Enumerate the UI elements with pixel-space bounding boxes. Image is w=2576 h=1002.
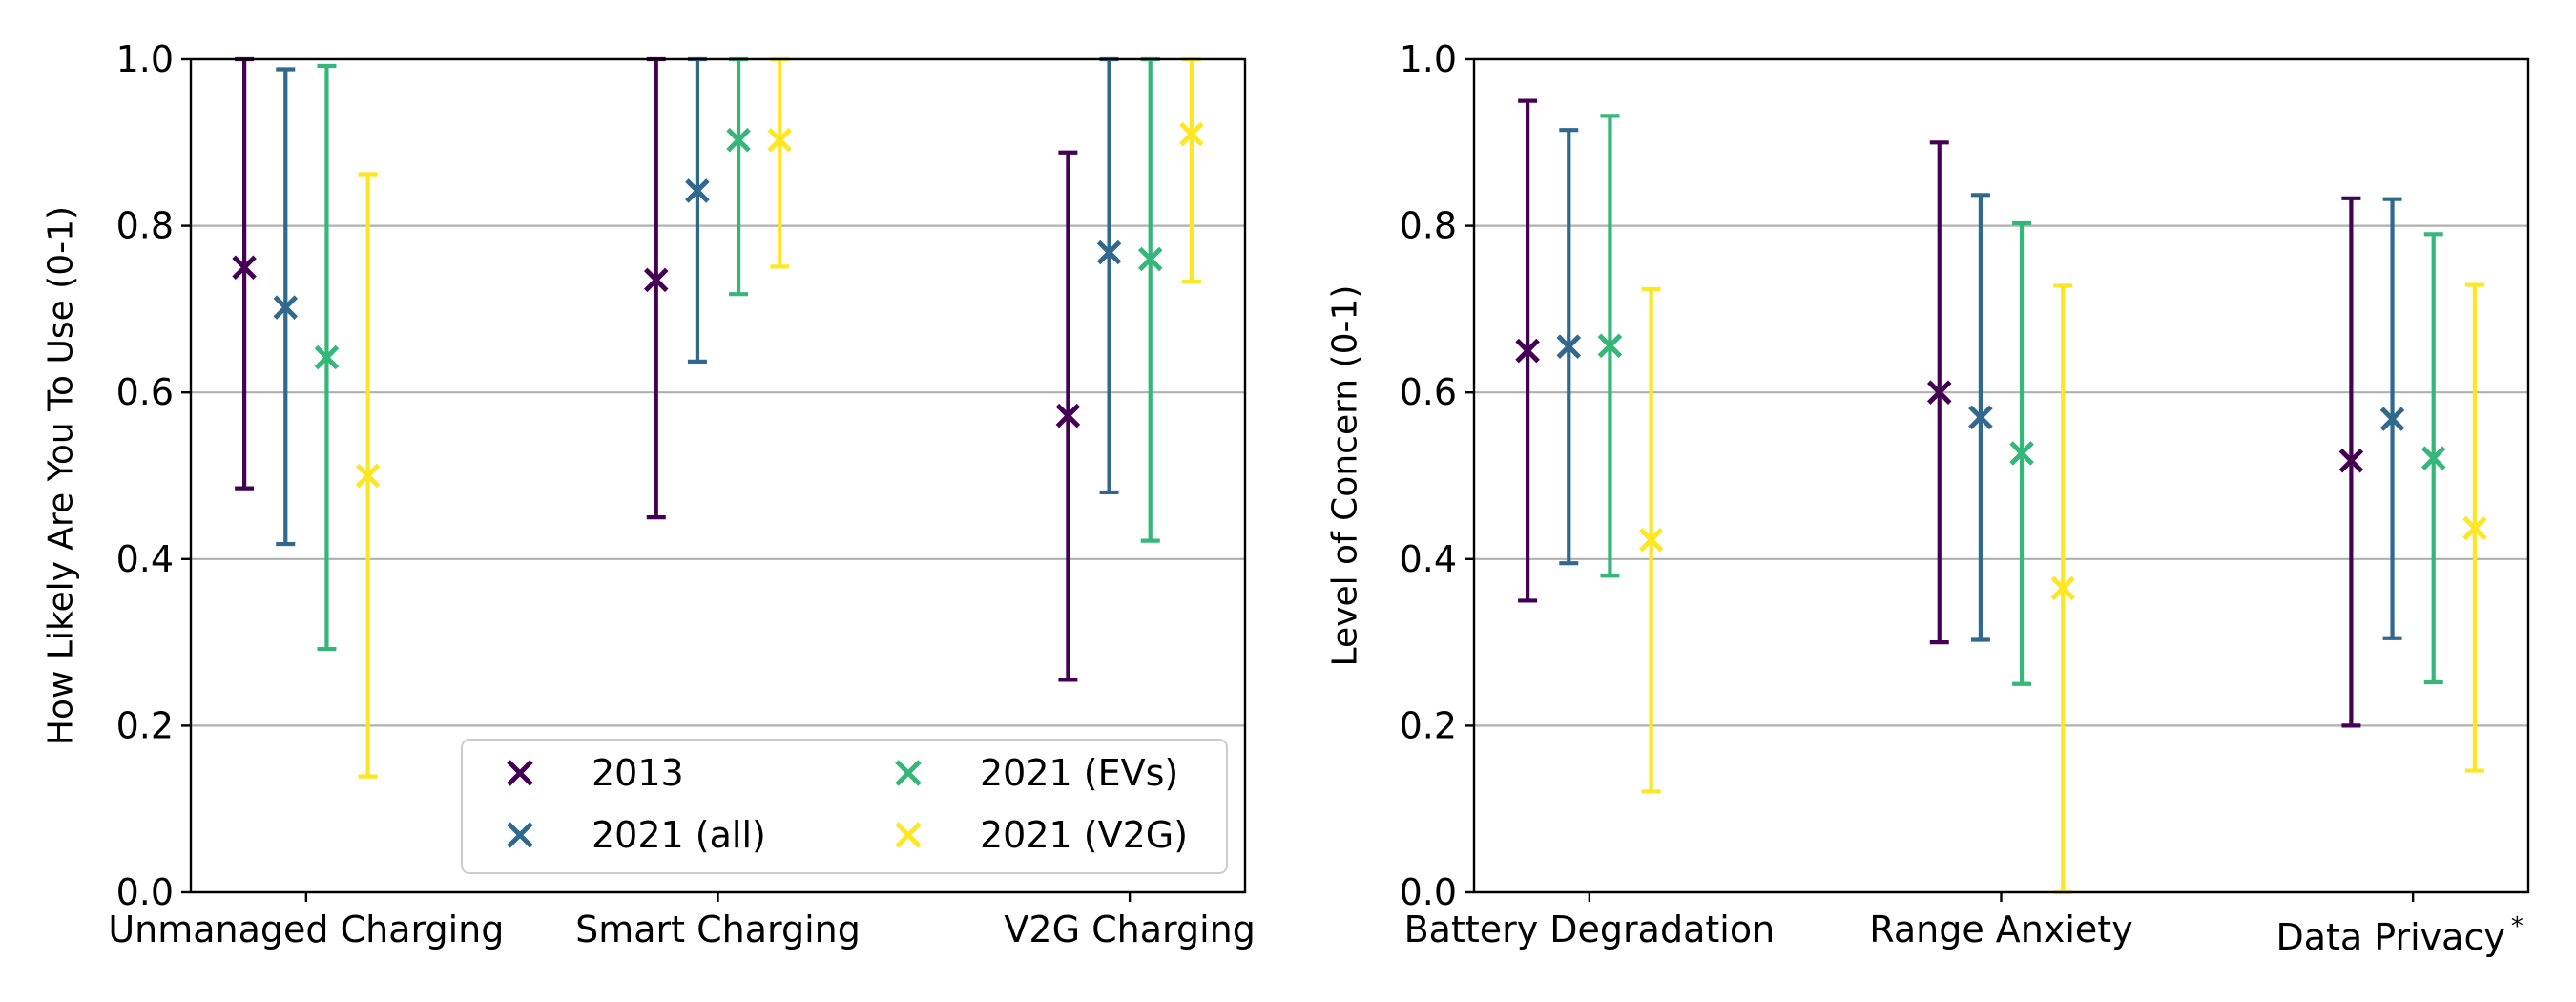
x-tick-label-v2g-charging: V2G Charging bbox=[1004, 908, 1255, 950]
axes-frame bbox=[1472, 57, 2530, 894]
point-2021-evs-battery-degradation bbox=[1597, 333, 1623, 359]
legend-box bbox=[461, 739, 1228, 874]
point-2021-v2g-v2g-charging bbox=[1179, 121, 1204, 147]
x-tick-label-range-anxiety: Range Anxiety bbox=[1869, 908, 2132, 950]
point-2021-evs-unmanaged-charging bbox=[314, 344, 340, 370]
y-tick-label: 0.2 bbox=[116, 704, 174, 746]
y-tick-label: 0.0 bbox=[1400, 871, 1457, 913]
x-tick-label-battery-degradation: Battery Degradation bbox=[1404, 908, 1776, 950]
point-2021-v2g-battery-degradation bbox=[1638, 527, 1664, 553]
y-tick-label: 0.6 bbox=[116, 371, 174, 413]
point-2021-all-smart-charging bbox=[685, 178, 710, 203]
legend: 2013 2021 (all) 2021 (EVs) 2021 (V2G) bbox=[461, 739, 1228, 874]
legend-label-2013: 2013 bbox=[592, 752, 684, 794]
point-2013-battery-degradation bbox=[1515, 338, 1540, 364]
panel-likelihood: 0.0 0.2 0.4 0.6 0.8 1.0 Unmanaged Charging Smar… bbox=[42, 38, 1256, 950]
point-2021-v2g-smart-charging bbox=[767, 127, 793, 153]
y-tick-label: 0.0 bbox=[116, 871, 174, 913]
legend-label-2021-all: 2021 (all) bbox=[592, 814, 766, 856]
legend-marker-2021-all bbox=[507, 822, 533, 848]
point-2021-evs-v2g-charging bbox=[1137, 246, 1163, 272]
legend-marker-2013 bbox=[507, 760, 533, 786]
x-tick-label-smart-charging: Smart Charging bbox=[575, 908, 861, 950]
y-tick-label: 0.6 bbox=[1400, 371, 1457, 413]
y-tick-label: 1.0 bbox=[1400, 38, 1457, 80]
point-2013-data-privacy bbox=[2338, 449, 2364, 473]
point-2021-all-unmanaged-charging bbox=[273, 295, 299, 320]
point-2021-all-range-anxiety bbox=[1968, 405, 1993, 430]
y-axis-label: How Likely Are You To Use (0-1) bbox=[42, 206, 81, 745]
legend-marker-2021-v2g bbox=[895, 822, 922, 848]
x-tick-label-unmanaged-charging: Unmanaged Charging bbox=[108, 908, 504, 950]
y-tick-label: 1.0 bbox=[116, 38, 174, 80]
panel-concern: 0.0 0.2 0.4 0.6 0.8 1.0 Battery Degradation Ran… bbox=[1326, 38, 2530, 958]
y-tick-label: 0.2 bbox=[1400, 704, 1457, 746]
y-axis-label: Level of Concern (0-1) bbox=[1326, 285, 1365, 667]
legend-label-2021-evs: 2021 (EVs) bbox=[980, 752, 1178, 794]
point-2021-evs-smart-charging bbox=[726, 127, 751, 153]
y-tick-label: 0.8 bbox=[1400, 205, 1457, 247]
y-tick-label: 0.4 bbox=[116, 538, 174, 580]
point-2021-all-v2g-charging bbox=[1096, 240, 1122, 265]
point-2021-all-battery-degradation bbox=[1556, 334, 1582, 359]
y-tick-label: 0.8 bbox=[116, 205, 174, 247]
point-2021-evs-data-privacy bbox=[2420, 446, 2446, 470]
point-2021-all-data-privacy bbox=[2379, 407, 2405, 431]
point-2013-range-anxiety bbox=[1926, 380, 1952, 405]
point-2013-smart-charging bbox=[643, 267, 669, 293]
point-2021-v2g-data-privacy bbox=[2462, 515, 2487, 541]
legend-label-2021-v2g: 2021 (V2G) bbox=[980, 814, 1188, 856]
y-tick-label: 0.4 bbox=[1400, 538, 1457, 580]
x-tick-label-data-privacy: Data Privacy * bbox=[2275, 912, 2523, 958]
point-2021-v2g-unmanaged-charging bbox=[355, 463, 381, 489]
point-2021-evs-range-anxiety bbox=[2009, 441, 2034, 466]
legend-marker-2021-evs bbox=[895, 760, 922, 786]
point-2013-unmanaged-charging bbox=[232, 255, 257, 281]
point-2021-v2g-range-anxiety bbox=[2050, 575, 2076, 601]
point-2013-v2g-charging bbox=[1055, 403, 1081, 428]
